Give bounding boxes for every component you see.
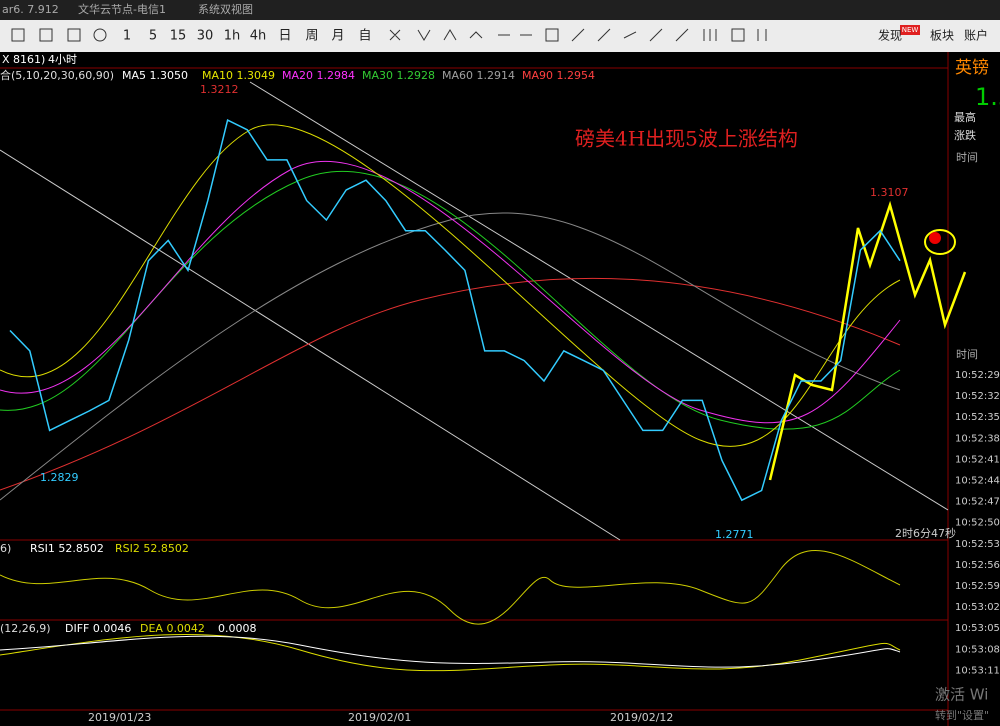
watermark: 激活 Wi bbox=[935, 686, 988, 704]
ma-label: MA5 1.3050 bbox=[122, 69, 188, 82]
toolbar-icons bbox=[11, 28, 767, 42]
annotation: 磅美4H出现5波上涨结构 bbox=[575, 127, 798, 151]
countdown: 2时6分47秒 bbox=[895, 526, 956, 540]
tick-time: 10:52:44 bbox=[955, 476, 1000, 487]
new-badge-text: NEW bbox=[902, 26, 919, 34]
period-button[interactable]: 日 bbox=[278, 29, 291, 44]
period-button[interactable]: 月 bbox=[331, 29, 344, 44]
ma-label: MA60 1.2914 bbox=[442, 69, 515, 82]
tick-time: 10:52:53 bbox=[955, 539, 1000, 550]
tick-time: 10:52:29 bbox=[955, 370, 1000, 381]
rsi-params: 6) bbox=[0, 542, 11, 555]
price-label: 1.2829 bbox=[40, 471, 79, 484]
version: ar6. 7.912 bbox=[2, 3, 59, 16]
ma-label: MA30 1.2928 bbox=[362, 69, 435, 82]
tick-time: 10:52:47 bbox=[955, 497, 1000, 508]
ma-label: MA20 1.2984 bbox=[282, 69, 355, 82]
macd-params: (12,26,9) bbox=[0, 622, 51, 635]
period-button[interactable]: 5 bbox=[149, 29, 157, 44]
tick-time: 10:52:35 bbox=[955, 412, 1000, 423]
price-label: 1.2771 bbox=[715, 528, 754, 541]
tick-time: 10:52:38 bbox=[955, 433, 1000, 444]
tick-time: 10:53:08 bbox=[955, 644, 1000, 655]
period-button[interactable]: 自 bbox=[358, 29, 371, 44]
price-label: 1.3107 bbox=[870, 186, 909, 199]
rsi1: RSI1 52.8502 bbox=[30, 542, 104, 555]
time-header: 时间 bbox=[956, 348, 978, 361]
watermark: 转到"设置" bbox=[935, 708, 989, 722]
date: 2019/01/23 bbox=[88, 711, 151, 724]
side-name: 英镑 bbox=[955, 58, 989, 78]
period-button[interactable]: 30 bbox=[197, 29, 214, 44]
time-header: 时间 bbox=[956, 151, 978, 164]
tick-time: 10:52:59 bbox=[955, 581, 1000, 592]
view: 系统双视图 bbox=[198, 2, 253, 16]
period-button[interactable]: 周 bbox=[305, 29, 318, 44]
dea: DEA 0.0042 bbox=[140, 622, 205, 635]
ma-label: MA90 1.2954 bbox=[522, 69, 595, 82]
toolbar-button: 板块 bbox=[930, 29, 954, 43]
new-badge bbox=[900, 25, 920, 35]
date: 2019/02/12 bbox=[610, 711, 673, 724]
diff: DIFF 0.0046 bbox=[65, 622, 131, 635]
macd-value: 0.0008 bbox=[218, 622, 257, 635]
tick-time: 10:52:56 bbox=[955, 560, 1000, 571]
period: 4小时 bbox=[48, 53, 77, 66]
tick-time: 10:53:05 bbox=[955, 623, 1000, 634]
side-label: 涨跌 bbox=[954, 128, 976, 142]
toolbar-button: 发现 bbox=[878, 28, 902, 43]
period-button[interactable]: 1h bbox=[224, 29, 241, 44]
toolbar-button: 账户 bbox=[964, 28, 988, 43]
tick-time: 10:52:50 bbox=[955, 518, 1000, 529]
tick-time: 10:53:02 bbox=[955, 602, 1000, 613]
date: 2019/02/01 bbox=[348, 711, 411, 724]
price-label: 1.3212 bbox=[200, 83, 239, 96]
symbol: X 8161) bbox=[2, 53, 45, 66]
ma-group: 合(5,10,20,30,60,90) bbox=[0, 68, 114, 82]
tick-time: 10:52:32 bbox=[955, 391, 1000, 402]
toolbar bbox=[0, 20, 1000, 52]
node: 文华云节点-电信1 bbox=[78, 2, 166, 16]
tick-time: 10:52:41 bbox=[955, 454, 1000, 465]
side-label: 最高 bbox=[954, 110, 976, 124]
rsi2: RSI2 52.8502 bbox=[115, 542, 189, 555]
period-button[interactable]: 4h bbox=[250, 29, 267, 44]
period-button[interactable]: 1 bbox=[123, 29, 131, 44]
ma-label: MA10 1.3049 bbox=[202, 69, 275, 82]
period-button[interactable]: 15 bbox=[170, 29, 187, 44]
chart-area bbox=[0, 52, 967, 726]
title-bar bbox=[0, 0, 1000, 20]
price-line bbox=[9, 119, 901, 502]
side-price: 1.3 bbox=[975, 83, 1000, 111]
tick-time: 10:53:11 bbox=[955, 665, 1000, 676]
